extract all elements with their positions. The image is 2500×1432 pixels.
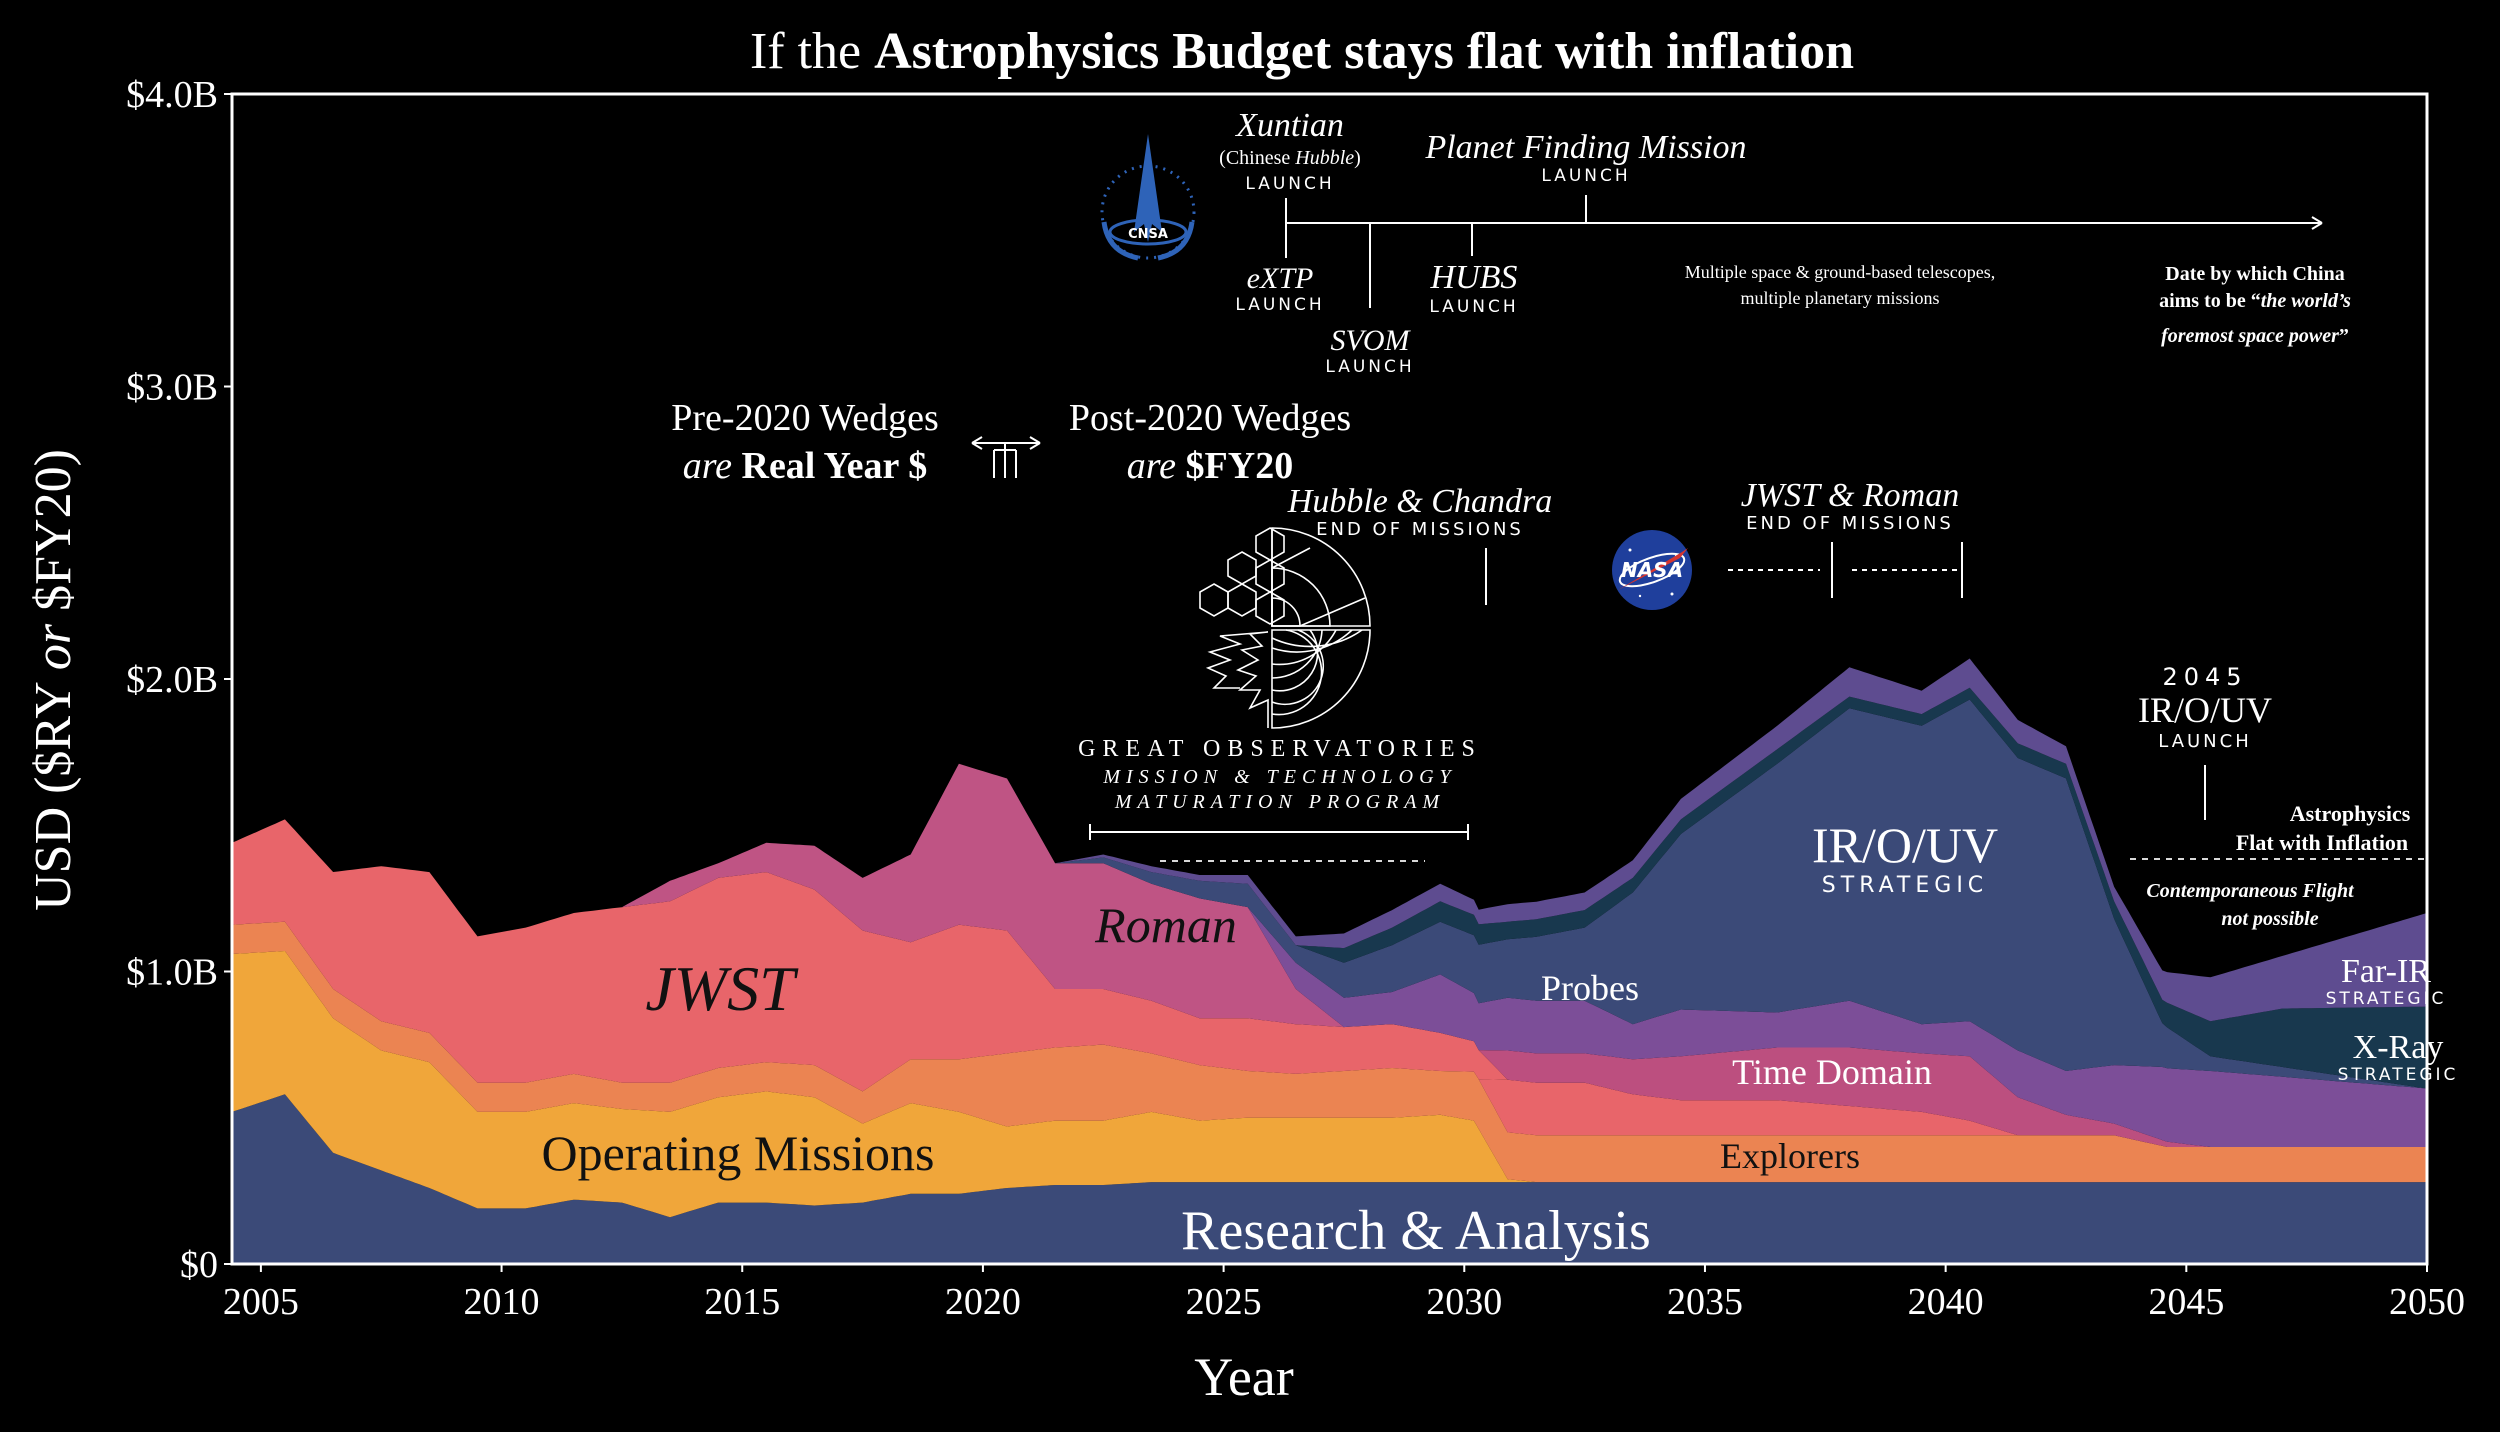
- contemporaneous-line2: not possible: [2221, 908, 2318, 930]
- xuntian-sub: (Chinese Hubble): [1219, 147, 1361, 169]
- label-jwst: JWST: [645, 953, 799, 1024]
- area-operating-missions: [232, 951, 2427, 1218]
- label-operating-missions: Operating Missions: [541, 1125, 934, 1181]
- label-roman: Roman: [1094, 897, 1237, 953]
- y-tick-label: $0: [180, 1244, 218, 1286]
- launch-2045-title: IR/O/UV: [2138, 690, 2272, 730]
- cnsa-logo-icon: CNSA: [1100, 134, 1196, 261]
- area-explorers: [232, 921, 2427, 1183]
- area-jwst: [232, 819, 2427, 1147]
- area-research-analysis: [232, 1094, 2427, 1264]
- label-xray-sub: STRATEGIC: [2338, 1065, 2459, 1085]
- jwst-roman-markers: [1728, 542, 1963, 598]
- area-roman: [232, 763, 2427, 1147]
- great-obs-line1: GREAT OBSERVATORIES: [1078, 736, 1482, 762]
- label-iroUV: IR/O/UV: [1812, 817, 1998, 873]
- svom-launch: LAUNCH: [1325, 357, 1414, 377]
- hubs-title: HUBS: [1430, 259, 1518, 296]
- china-goal-line2: aims to be “the world’s: [2159, 290, 2351, 312]
- great-obs-bracket: [1089, 824, 1469, 840]
- planet-finding-title: Planet Finding Mission: [1424, 129, 1746, 166]
- pre-wedges-line1: Pre-2020 Wedges: [671, 397, 938, 439]
- hubs-launch: LAUNCH: [1429, 297, 1518, 317]
- china-goal-line1: Date by which China: [2165, 263, 2344, 285]
- y-axis-label: USD ($RY or $FY20): [25, 449, 82, 911]
- flat-inflation-line2: Flat with Inflation: [2236, 830, 2408, 855]
- svg-text:CNSA: CNSA: [1128, 227, 1168, 242]
- great-observatories-icon: [1199, 527, 1371, 729]
- label-far-ir-sub: STRATEGIC: [2326, 989, 2447, 1009]
- y-tick-label: $1.0B: [126, 952, 218, 994]
- x-tick-label: 2020: [945, 1281, 1021, 1323]
- x-tick-label: 2010: [464, 1281, 540, 1323]
- wedge-divider-icon: [971, 436, 1041, 478]
- area-probes: [232, 763, 2427, 1147]
- launch-2045-sub: LAUNCH: [2158, 731, 2252, 752]
- label-far-ir: Far-IR: [2341, 953, 2431, 990]
- area-ir-o-uv-strategic: [232, 699, 2427, 1089]
- multi-missions-line2: multiple planetary missions: [1741, 288, 1940, 308]
- great-obs-line2: MISSION & TECHNOLOGY: [1102, 766, 1456, 788]
- xuntian-title: Xuntian: [1234, 107, 1344, 144]
- china-goal-line3: foremost space power”: [2161, 325, 2349, 347]
- extp-launch: LAUNCH: [1235, 295, 1324, 315]
- x-tick-label: 2035: [1667, 1281, 1743, 1323]
- launch-2045-year: 2045: [2162, 663, 2247, 691]
- y-tick-label: $4.0B: [126, 74, 218, 116]
- post-wedges-line2: are $FY20: [1127, 445, 1293, 487]
- label-research-analysis: Research & Analysis: [1181, 1200, 1651, 1262]
- great-obs-line3: MATURATION PROGRAM: [1114, 791, 1445, 813]
- label-probes: Probes: [1541, 968, 1639, 1008]
- svom-title: SVOM: [1330, 324, 1411, 357]
- area-layers: [232, 658, 2427, 1264]
- x-tick-label: 2045: [2148, 1281, 2224, 1323]
- jwst-roman-sub: END OF MISSIONS: [1746, 513, 1954, 534]
- multi-missions-line1: Multiple space & ground-based telescopes…: [1685, 262, 1995, 282]
- y-tick-label: $2.0B: [126, 659, 218, 701]
- post-wedges-line1: Post-2020 Wedges: [1069, 397, 1351, 439]
- y-tick-label: $3.0B: [126, 367, 218, 409]
- x-tick-label: 2050: [2389, 1281, 2465, 1323]
- china-timeline: [1285, 195, 2323, 308]
- planet-finding-launch: LAUNCH: [1541, 166, 1630, 186]
- area-far-ir-strategic: [232, 658, 2427, 1022]
- contemporaneous-line1: Contemporaneous Flight: [2146, 880, 2355, 902]
- area-time-domain-upper: [232, 819, 2427, 1147]
- label-time-domain: Time Domain: [1732, 1052, 1932, 1092]
- x-axis-label: Year: [1194, 1347, 1294, 1407]
- x-tick-label: 2005: [223, 1281, 299, 1323]
- label-xray: X-Ray: [2353, 1029, 2444, 1066]
- jwst-roman-title: JWST & Roman: [1741, 477, 1959, 514]
- nasa-logo-icon: NASA: [1612, 530, 1692, 610]
- extp-title: eXTP: [1247, 262, 1314, 295]
- axes: 2005 2010 2015 2020 2025 2030 2035 2040 2045 2050…: [126, 74, 2465, 1323]
- pre-wedges-line2: are Real Year $: [683, 445, 927, 487]
- x-tick-label: 2015: [704, 1281, 780, 1323]
- x-tick-label: 2025: [1186, 1281, 1262, 1323]
- hubble-chandra-sub: END OF MISSIONS: [1316, 519, 1524, 540]
- xuntian-launch: LAUNCH: [1245, 174, 1334, 194]
- svg-text:NASA: NASA: [1621, 558, 1683, 582]
- label-explorers: Explorers: [1720, 1136, 1860, 1176]
- hubble-chandra-title: Hubble & Chandra: [1287, 483, 1552, 520]
- chart-title: If the Astrophysics Budget stays flat wi…: [750, 23, 1854, 80]
- flat-inflation-line1: Astrophysics: [2290, 801, 2411, 826]
- area-x-ray-strategic: [232, 687, 2427, 1089]
- label-iroUV-sub: STRATEGIC: [1822, 873, 1988, 898]
- x-tick-label: 2030: [1426, 1281, 1502, 1323]
- x-tick-label: 2040: [1908, 1281, 1984, 1323]
